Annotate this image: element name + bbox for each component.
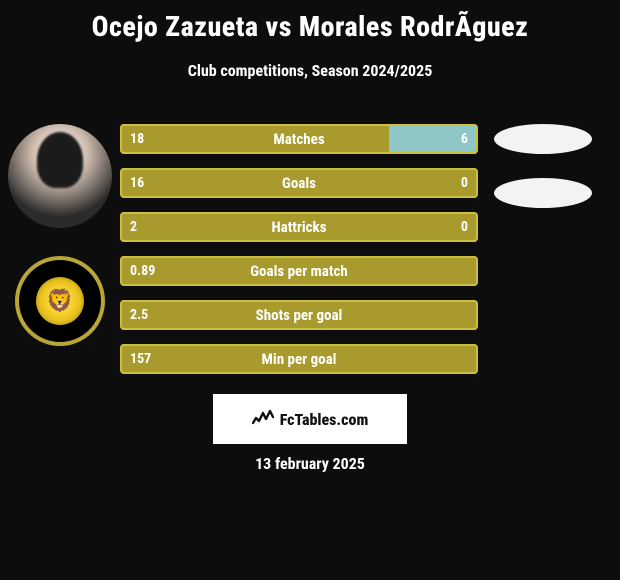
stat-label: Matches (120, 124, 478, 154)
main-stage: 🦁 18Matches6 16Goals0 2Hattricks0 0.89Goals… (0, 112, 620, 374)
stat-label: Goals per match (120, 256, 478, 286)
comparison-infographic: Ocejo Zazueta vs Morales RodrÃ­guez Club… (0, 0, 620, 580)
stat-row: 2.5Shots per goal (120, 300, 478, 330)
stat-row: 18Matches6 (120, 124, 478, 154)
stat-bars: 18Matches6 16Goals0 2Hattricks0 0.89Goals p… (120, 124, 478, 374)
stat-row: 0.89Goals per match (120, 256, 478, 286)
stat-label: Goals (120, 168, 478, 198)
brand-text: FcTables.com (280, 410, 369, 429)
player-avatar (8, 124, 112, 228)
stat-row: 157Min per goal (120, 344, 478, 374)
lion-icon: 🦁 (36, 277, 84, 325)
brand-icon (252, 409, 274, 429)
footer-date: 13 february 2025 (0, 454, 620, 473)
stat-label: Min per goal (120, 344, 478, 374)
stat-label: Hattricks (120, 212, 478, 242)
stat-label: Shots per goal (120, 300, 478, 330)
left-column: 🦁 (0, 112, 120, 346)
stat-row: 16Goals0 (120, 168, 478, 198)
stat-value-right: 0 (461, 212, 468, 242)
page-title: Ocejo Zazueta vs Morales RodrÃ­guez (0, 0, 620, 43)
page-subtitle: Club competitions, Season 2024/2025 (0, 61, 620, 80)
brand-badge: FcTables.com (213, 394, 407, 444)
opponent-ellipse (494, 124, 592, 154)
stat-value-right: 0 (461, 168, 468, 198)
stat-value-right: 6 (461, 124, 468, 154)
stat-row: 2Hattricks0 (120, 212, 478, 242)
right-column (478, 124, 608, 208)
club-badge: 🦁 (15, 256, 105, 346)
opponent-ellipse (494, 178, 592, 208)
